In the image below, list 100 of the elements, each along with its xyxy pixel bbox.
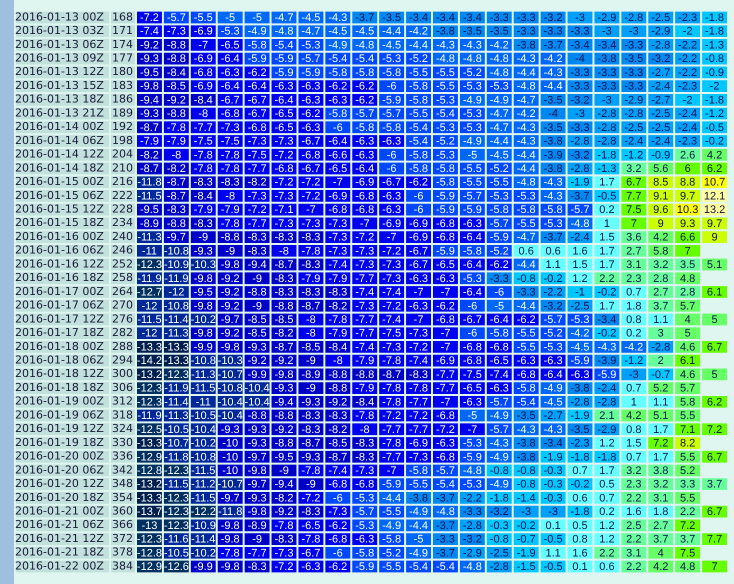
data-label: -5.7 (490, 396, 509, 408)
data-label: -9.3 (248, 424, 267, 436)
data-label: -8.5 (166, 80, 186, 93)
data-label: -7.5 (382, 328, 402, 340)
data-label: -7.2 (301, 492, 320, 504)
data-label: -5.3 (436, 122, 455, 134)
data-label: -3.3 (570, 122, 590, 134)
data-label: -4.4 (409, 39, 428, 52)
data-label: 0.7 (599, 492, 615, 504)
data-label: -6.2 (248, 66, 267, 79)
data-label: -3.3 (516, 286, 536, 299)
data-label: -12.2 (190, 506, 216, 518)
data-label: -2.8 (624, 12, 644, 24)
data-label: -8.3 (301, 286, 320, 299)
data-label: -4.9 (544, 382, 563, 395)
data-label: -5.2 (409, 53, 428, 66)
data-label: -8.3 (355, 438, 374, 450)
data-label: -7.2 (382, 300, 402, 312)
data-label: -3.5 (624, 53, 644, 66)
data-label: -7.3 (409, 451, 428, 464)
data-label: -9.4 (248, 259, 267, 272)
y-tick-label: 2016-01-17 06Z (15, 298, 104, 312)
data-label: 3.2 (653, 478, 668, 491)
data-label: 1.6 (572, 547, 588, 560)
data-label: 5 (711, 368, 718, 381)
data-label: -3.4 (462, 12, 482, 24)
data-label: -0.5 (597, 190, 616, 202)
data-label: -5.7 (436, 464, 455, 477)
data-label: -9.7 (248, 451, 267, 464)
data-label: -2.2 (462, 492, 482, 504)
data-label: -8.7 (166, 190, 186, 202)
data-label: 1.7 (653, 451, 668, 464)
data-label: -13.2 (136, 368, 162, 381)
data-label: -8.4 (194, 94, 213, 106)
data-label: -9 (252, 534, 262, 546)
data-label: -9.9 (194, 561, 213, 574)
data-label: -1.9 (544, 451, 563, 464)
y-tick-label: 2016-01-13 03Z (15, 24, 104, 38)
data-label: -8.5 (301, 341, 320, 354)
data-label: 4.2 (706, 149, 722, 162)
data-label: -7.9 (355, 382, 374, 395)
data-label: 1.8 (653, 506, 668, 518)
data-label: -3.8 (409, 492, 428, 504)
data-label: -6.3 (462, 218, 482, 230)
data-label: -3 (521, 506, 532, 518)
data-label: 4.2 (653, 561, 668, 574)
data-label: -6.8 (328, 534, 348, 546)
data-label: 5.2 (680, 464, 696, 477)
data-label: -6.3 (570, 368, 590, 381)
y2-tick-label: 198 (112, 134, 133, 147)
data-label: -7.9 (194, 204, 213, 216)
data-label: -4.9 (490, 451, 509, 464)
data-label: -6.7 (301, 162, 320, 175)
data-label: -7.9 (220, 204, 240, 216)
data-label: -6.4 (220, 80, 240, 93)
data-label: -3.5 (382, 12, 402, 24)
data-label: 2.7 (653, 520, 668, 532)
data-label: -9.8 (220, 534, 240, 546)
data-label: -7.4 (140, 26, 159, 38)
data-label: -4.3 (328, 12, 348, 24)
y-tick-label: 2016-01-13 12Z (15, 65, 104, 78)
data-label: 0.7 (626, 382, 642, 395)
data-label: -7.7 (409, 396, 428, 408)
data-label: -8.7 (166, 176, 186, 189)
data-label: 1.1 (545, 259, 561, 272)
data-label: -4.3 (544, 190, 563, 202)
data-label: -6.8 (436, 232, 455, 244)
data-label: -8.2 (328, 300, 348, 312)
data-label: -5.5 (409, 66, 428, 79)
data-label: -8.5 (274, 314, 294, 326)
data-label: 0.6 (518, 245, 534, 258)
data-label: -2.8 (597, 122, 616, 134)
y-tick-label: 2016-01-22 00Z (15, 559, 104, 572)
data-label: 7.5 (626, 204, 642, 216)
data-label: -5 (467, 149, 478, 162)
data-label: 1.7 (599, 245, 615, 258)
data-label: 1.7 (653, 424, 668, 436)
data-label: 8.5 (653, 176, 668, 189)
data-label: -10.7 (164, 438, 189, 450)
data-label: -7.7 (248, 162, 267, 175)
data-label: -3.3 (516, 26, 536, 38)
data-label: -4.8 (570, 218, 590, 230)
y2-tick-label: 264 (112, 284, 133, 298)
data-label: -10.8 (190, 355, 216, 368)
data-label: 1.2 (599, 520, 615, 532)
data-label: 1 (604, 218, 610, 230)
data-label: -7 (440, 341, 450, 354)
y2-tick-label: 270 (112, 298, 133, 312)
y2-tick-label: 306 (112, 380, 133, 394)
data-label: -2.3 (678, 12, 698, 24)
data-label: -8.3 (301, 424, 320, 436)
y-tick-label: 2016-01-20 06Z (15, 463, 104, 476)
data-label: -7 (332, 176, 343, 189)
data-label: -13.7 (136, 506, 162, 518)
data-label: -7.2 (140, 12, 159, 24)
data-label: 5.6 (653, 162, 668, 175)
data-label: -2.3 (678, 136, 698, 148)
data-label: -10.5 (164, 424, 189, 436)
data-label: -10.8 (218, 382, 243, 395)
data-label: -7.9 (355, 355, 374, 368)
